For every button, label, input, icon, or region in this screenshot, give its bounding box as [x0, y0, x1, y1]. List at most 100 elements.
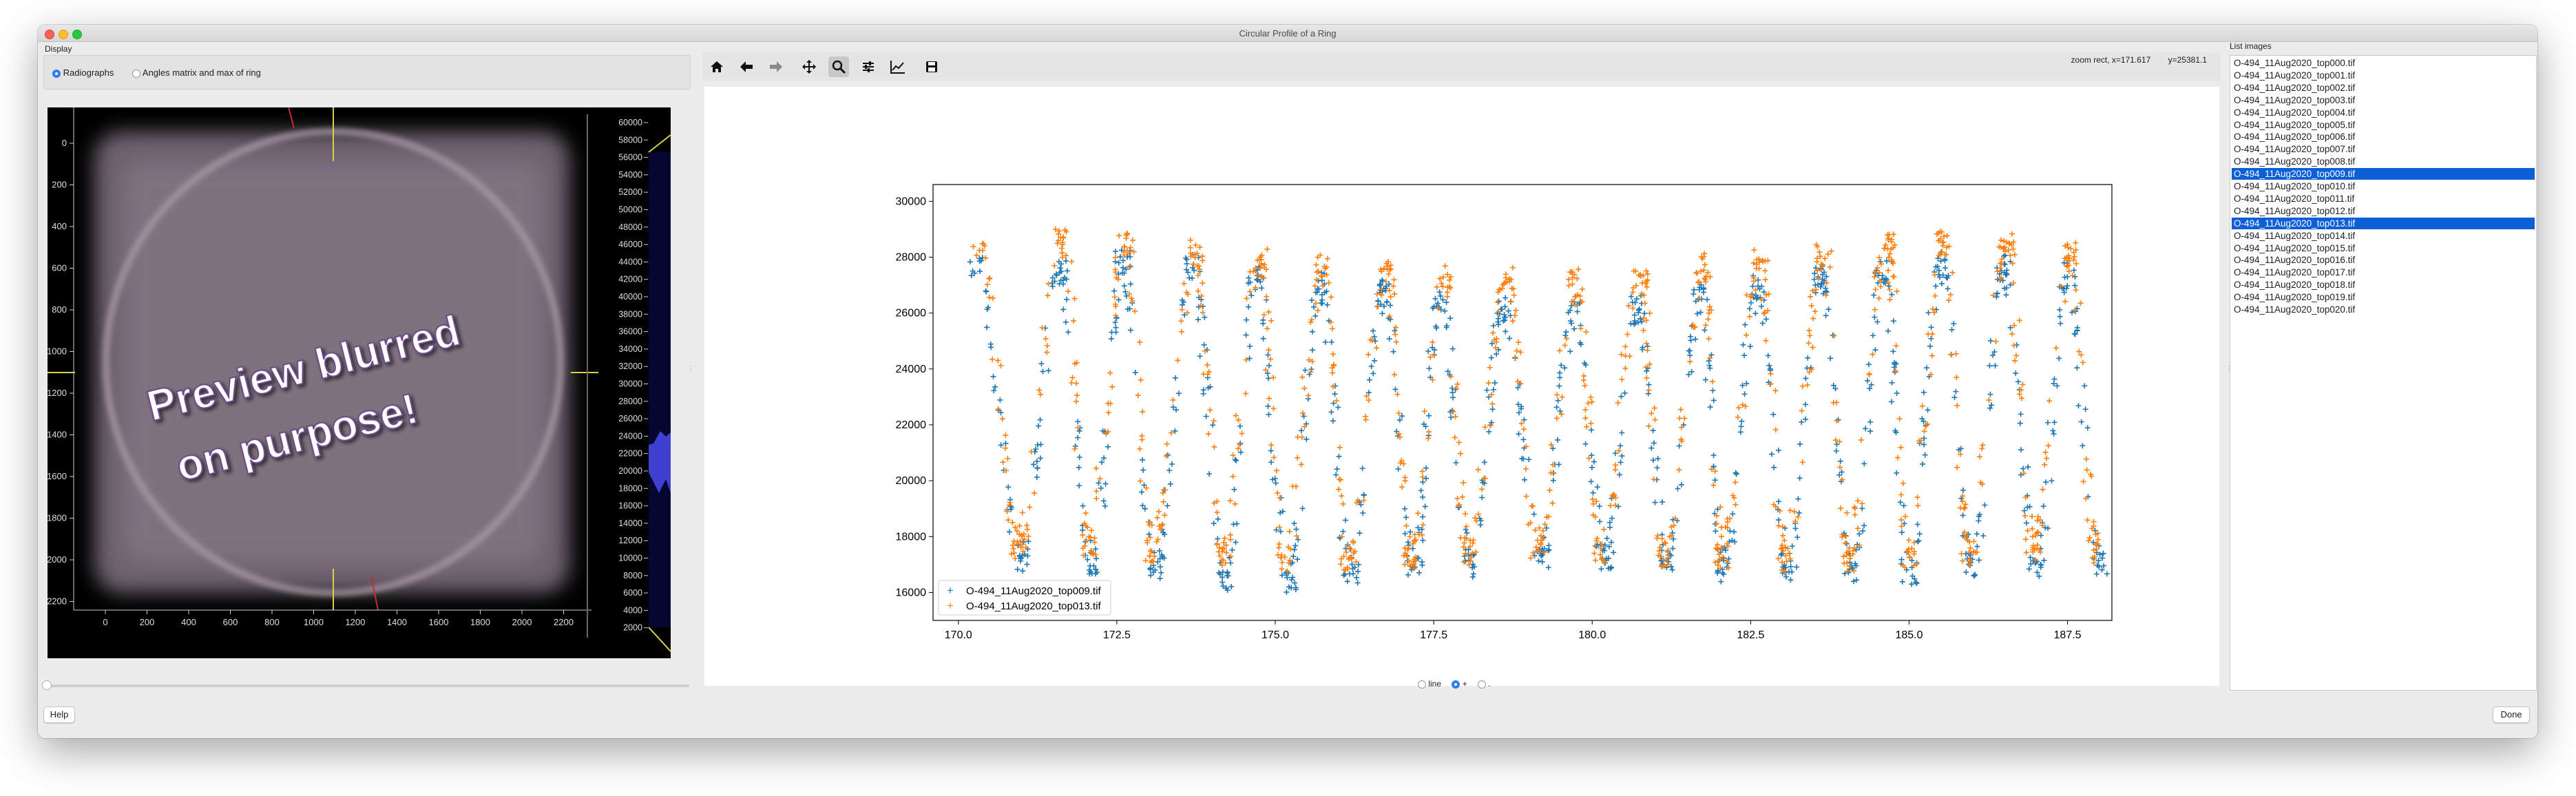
list-item[interactable]: O-494_11Aug2020_top005.tif	[2234, 119, 2356, 130]
data-point	[2011, 322, 2018, 328]
data-point	[1025, 526, 1031, 532]
radio-angles[interactable]: Angles matrix and max of ring	[132, 67, 261, 78]
data-point	[1589, 427, 1595, 433]
plus-radio-icon[interactable]	[1452, 680, 1460, 689]
data-point	[1059, 254, 1065, 260]
data-point	[1420, 514, 1426, 520]
close-window-button[interactable]	[45, 30, 54, 39]
data-point	[1676, 467, 1682, 473]
list-item[interactable]: O-494_11Aug2020_top018.tif	[2234, 280, 2356, 291]
data-point	[2083, 496, 2089, 502]
list-item[interactable]: O-494_11Aug2020_top019.tif	[2234, 292, 2356, 303]
data-point	[1057, 269, 1063, 275]
list-item[interactable]: O-494_11Aug2020_top007.tif	[2234, 144, 2356, 155]
data-point	[1127, 291, 1133, 297]
save-figure-button[interactable]	[921, 56, 942, 77]
data-point	[1247, 289, 1253, 295]
plot-canvas[interactable]: 170.0 172.5 175.0 177.5 180.0 182.5 185.0 187.5…	[704, 87, 2219, 686]
data-point	[1116, 260, 1122, 266]
minimize-window-button[interactable]	[59, 30, 68, 39]
data-point	[1399, 457, 1405, 463]
data-point	[1900, 503, 1907, 509]
list-item[interactable]: O-494_11Aug2020_top009.tif	[2232, 168, 2535, 180]
data-point	[1138, 478, 1144, 484]
zoom-window-button[interactable]	[72, 30, 82, 39]
data-point	[1315, 269, 1321, 275]
edit-axes-button[interactable]	[888, 56, 908, 77]
list-item[interactable]: O-494_11Aug2020_top015.tif	[2234, 242, 2356, 253]
data-point	[1813, 286, 1819, 293]
list-item[interactable]: O-494_11Aug2020_top001.tif	[2234, 70, 2356, 81]
angles-radio-icon[interactable]	[132, 69, 140, 78]
list-item[interactable]: O-494_11Aug2020_top011.tif	[2234, 193, 2355, 204]
data-point	[1312, 283, 1318, 289]
done-button[interactable]: Done	[2493, 706, 2530, 723]
data-point	[1693, 269, 1699, 275]
line-radio-icon[interactable]	[1418, 680, 1426, 689]
data-point	[1197, 244, 1203, 251]
data-point	[1230, 452, 1236, 459]
help-button[interactable]: Help	[43, 706, 75, 723]
left-splitter-handle[interactable]: ⋮	[687, 365, 694, 373]
data-point	[2017, 420, 2023, 426]
data-point	[1160, 554, 1166, 560]
configure-subplots-button[interactable]	[858, 56, 879, 77]
list-item[interactable]: O-494_11Aug2020_top013.tif	[2232, 217, 2535, 229]
list-item[interactable]: O-494_11Aug2020_top003.tif	[2234, 94, 2356, 105]
x-tick-label: 187.5	[2054, 629, 2082, 641]
pan-button[interactable]	[799, 56, 819, 77]
frame-slider-track[interactable]	[43, 684, 689, 687]
list-item[interactable]: O-494_11Aug2020_top012.tif	[2234, 205, 2356, 216]
data-point	[1750, 283, 1756, 289]
data-point	[1921, 428, 1927, 434]
forward-button[interactable]	[766, 56, 786, 77]
data-point	[1117, 253, 1123, 260]
data-point	[1075, 434, 1081, 441]
data-point	[1838, 505, 1844, 512]
data-point	[1040, 368, 1046, 375]
list-item[interactable]: O-494_11Aug2020_top002.tif	[2234, 82, 2356, 93]
data-point	[1588, 394, 1594, 400]
data-point	[1770, 411, 1777, 417]
right-splitter-handle[interactable]: ⋮	[2226, 365, 2232, 373]
data-point	[1294, 533, 1300, 539]
data-point	[1116, 271, 1122, 277]
data-point	[1264, 370, 1270, 377]
data-point	[2001, 245, 2007, 251]
dot-radio-icon[interactable]	[1478, 680, 1487, 689]
zoom-button[interactable]	[828, 56, 849, 77]
data-point	[1202, 314, 1208, 320]
list-item[interactable]: O-494_11Aug2020_top010.tif	[2234, 181, 2356, 191]
data-point	[1113, 313, 1119, 319]
data-point	[1496, 322, 1502, 328]
list-item[interactable]: O-494_11Aug2020_top016.tif	[2234, 255, 2356, 266]
radio-radiographs[interactable]: Radiographs	[52, 67, 114, 78]
back-button[interactable]	[736, 56, 757, 77]
data-point	[1936, 267, 1942, 273]
scatter-chart[interactable]: 170.0 172.5 175.0 177.5 180.0 182.5 185.0 187.5…	[704, 87, 2219, 686]
list-item[interactable]: O-494_11Aug2020_top020.tif	[2234, 304, 2356, 315]
image-list[interactable]: O-494_11Aug2020_top000.tif O-494_11Aug202…	[2230, 55, 2537, 691]
data-point	[1806, 369, 1812, 375]
data-point	[1767, 366, 1773, 372]
data-point	[1336, 486, 1342, 492]
list-item[interactable]: O-494_11Aug2020_top006.tif	[2234, 132, 2356, 143]
data-point	[1878, 284, 1884, 290]
list-item[interactable]: O-494_11Aug2020_top017.tif	[2234, 267, 2356, 278]
data-point	[992, 384, 998, 390]
data-point	[1775, 448, 1781, 454]
data-point	[1902, 564, 1908, 570]
data-point	[1885, 280, 1892, 286]
data-point	[1783, 558, 1790, 565]
list-item[interactable]: O-494_11Aug2020_top000.tif	[2234, 58, 2356, 68]
frame-slider-handle[interactable]	[42, 680, 52, 690]
list-item[interactable]: O-494_11Aug2020_top004.tif	[2234, 107, 2356, 118]
data-point	[1943, 265, 1949, 271]
radiographs-radio-icon[interactable]	[52, 69, 61, 78]
home-button[interactable]	[706, 56, 727, 77]
list-item[interactable]: O-494_11Aug2020_top014.tif	[2234, 230, 2356, 241]
data-point	[1094, 569, 1100, 576]
data-point	[1450, 408, 1456, 415]
list-item[interactable]: O-494_11Aug2020_top008.tif	[2234, 156, 2356, 167]
data-point	[1459, 494, 1465, 500]
